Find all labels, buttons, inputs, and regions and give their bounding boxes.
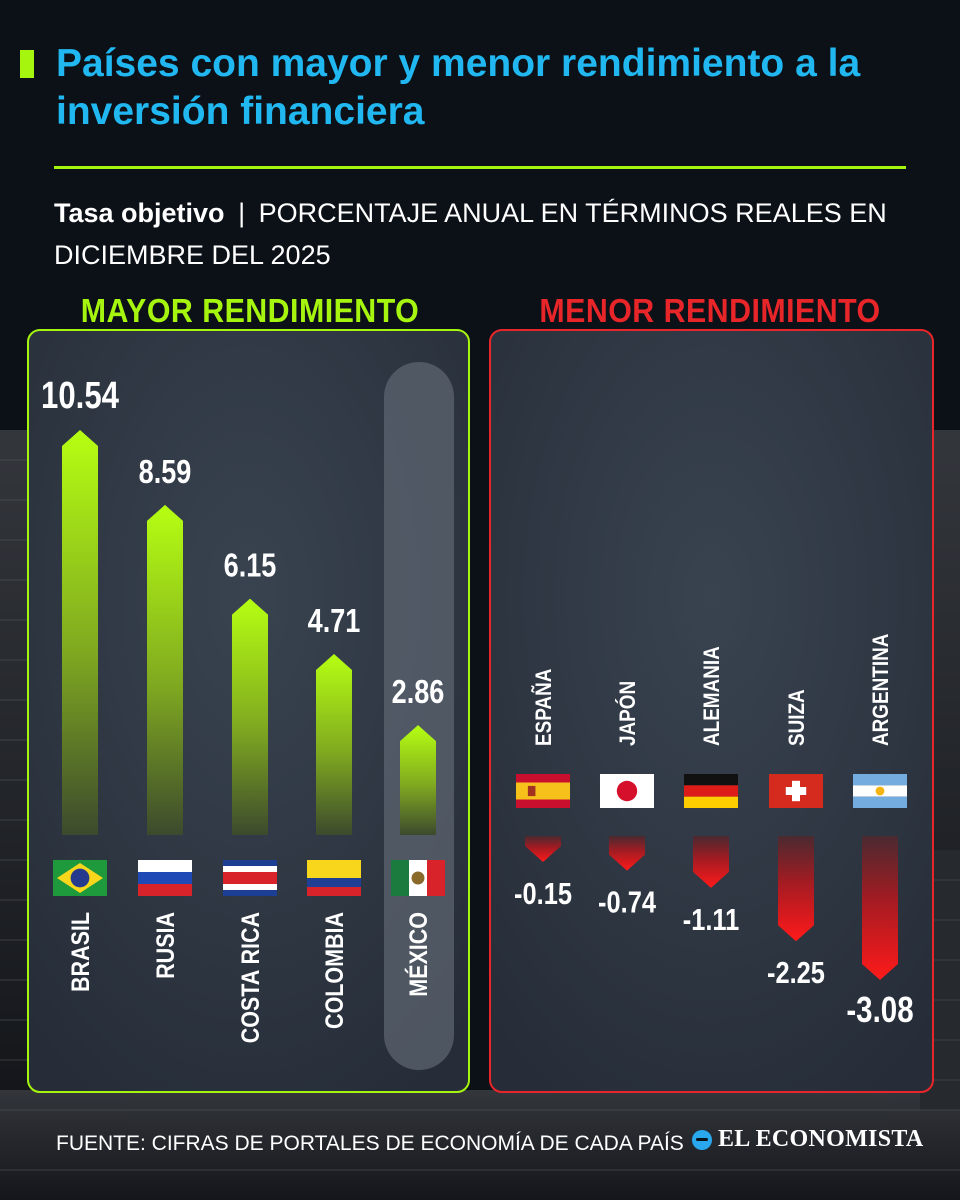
category-label-argentina: ARGENTINA — [869, 633, 894, 746]
flag-japan-icon — [600, 774, 654, 808]
value-label-colombia: 4.71 — [308, 604, 361, 640]
category-label-espana: ESPAÑA — [532, 668, 557, 746]
brand-icon — [692, 1129, 712, 1150]
bar-brasil — [62, 430, 98, 835]
value-label-alemania: -1.11 — [683, 903, 740, 938]
flag-colombia-icon — [307, 860, 361, 896]
value-label-suiza: -2.25 — [767, 956, 825, 991]
bar-japon — [609, 836, 645, 871]
flag-switzerland-icon — [769, 774, 823, 808]
chart-subtitle: Tasa objetivo | PORCENTAJE ANUAL EN TÉRM… — [54, 192, 924, 276]
title-divider — [54, 166, 906, 169]
chart-mayor-rendimiento: 10.54 BRASIL 8.59 RUSIA 6.15 COSTA RICA 4.71 CO… — [41, 375, 445, 1043]
bar-rusia — [147, 504, 183, 835]
value-label-mexico: 2.86 — [392, 675, 445, 711]
bar-costa-rica — [232, 598, 268, 835]
category-label-rusia: RUSIA — [151, 912, 179, 979]
value-label-argentina: -3.08 — [846, 989, 913, 1029]
value-label-rusia: 8.59 — [139, 454, 192, 490]
source-note: FUENTE: CIFRAS DE PORTALES DE ECONOMÍA D… — [56, 1132, 684, 1155]
value-label-costa-rica: 6.15 — [224, 548, 277, 584]
panel-menor — [489, 329, 934, 1093]
bar-espana — [525, 836, 561, 862]
bar-suiza — [778, 836, 814, 942]
chart-menor-rendimiento: -0.15 ESPAÑA -0.74 JAPÓN -1.11 ALEMANIA -2.25 S… — [514, 633, 914, 1029]
subtitle-bold: Tasa objetivo — [54, 198, 225, 228]
subtitle-separator: | — [238, 198, 246, 228]
page-title: Países con mayor y menor rendimiento a l… — [56, 42, 861, 133]
value-label-brasil: 10.54 — [41, 375, 120, 417]
heading-mayor-rendimiento: MAYOR RENDIMIENTO — [80, 292, 420, 329]
flag-germany-icon — [684, 774, 738, 808]
category-label-alemania: ALEMANIA — [700, 646, 725, 746]
category-label-japon: JAPÓN — [615, 681, 641, 746]
brand-logo: EL ECONOMISTA — [692, 1126, 924, 1153]
bar-mexico — [400, 725, 436, 835]
bar-alemania — [693, 836, 729, 888]
category-label-colombia: COLOMBIA — [320, 912, 348, 1029]
title-marker — [20, 50, 34, 78]
flag-brazil-icon — [53, 860, 107, 896]
value-label-japon: -0.74 — [598, 885, 656, 920]
flag-spain-icon — [516, 774, 570, 808]
category-label-mexico: MÉXICO — [403, 912, 432, 997]
bar-colombia — [316, 654, 352, 835]
flag-argentina-icon — [853, 774, 907, 808]
category-label-suiza: SUIZA — [785, 689, 810, 746]
flag-mexico-icon — [391, 860, 445, 896]
bar-argentina — [862, 836, 898, 980]
flag-costa-rica-icon — [223, 860, 277, 896]
flag-russia-icon — [138, 860, 192, 896]
value-label-espana: -0.15 — [514, 877, 572, 912]
category-label-brasil: BRASIL — [66, 912, 94, 992]
brand-name: EL ECONOMISTA — [718, 1126, 924, 1152]
subtitle-text: PORCENTAJE ANUAL EN TÉRMINOS REALES EN D… — [54, 198, 887, 270]
heading-menor-rendimiento: MENOR RENDIMIENTO — [539, 292, 881, 329]
category-label-costa-rica: COSTA RICA — [236, 912, 264, 1043]
